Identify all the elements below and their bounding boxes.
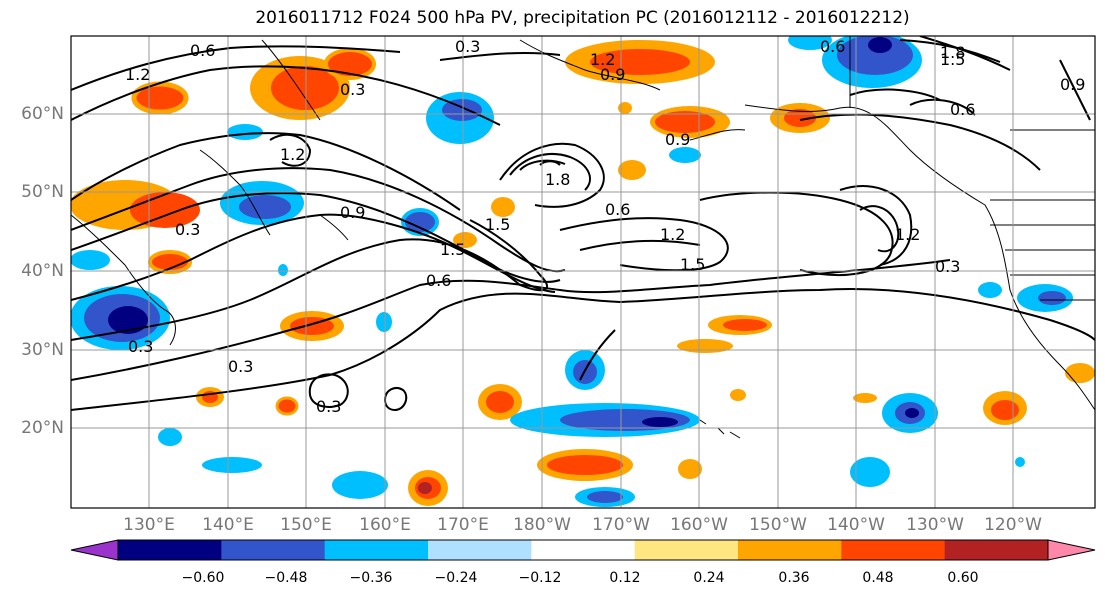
colorbar-tick-label: −0.36 (349, 570, 393, 586)
lon-label: 170°W (592, 515, 650, 535)
contour-label: 0.3 (128, 337, 153, 356)
colorbar-segment (841, 540, 946, 560)
lon-label: 140°W (827, 515, 885, 535)
lon-label: 170°E (437, 515, 489, 535)
lon-label: 130°W (906, 515, 964, 535)
contour-label: 1.2 (895, 225, 920, 244)
contour-label: 0.3 (228, 357, 253, 376)
colorbar-tick-label: −0.24 (434, 570, 478, 586)
colorbar-tick-label: 0.24 (693, 570, 725, 586)
colorbar-tick-label: −0.60 (181, 570, 225, 586)
colorbar-segment (634, 540, 739, 560)
colorbar-tick-label: −0.12 (518, 570, 562, 586)
colorbar-tick-label: 0.12 (609, 570, 641, 586)
contour-label: 1.2 (590, 50, 615, 69)
contour-label: 0.3 (935, 257, 960, 276)
contour-label: 0.9 (600, 65, 625, 84)
lat-label: 60°N (21, 104, 64, 124)
lon-label: 120°W (984, 515, 1042, 535)
contour-label: 0.3 (316, 397, 341, 416)
lat-label: 40°N (21, 261, 64, 281)
lon-label: 140°E (202, 515, 254, 535)
coastlines (71, 36, 1095, 439)
colorbar-tick-label: −0.48 (264, 570, 308, 586)
contour-label: 0.6 (426, 271, 451, 290)
contour-label: 1.8 (545, 170, 570, 189)
contour-label: 0.6 (605, 200, 630, 219)
colorbar-segment (428, 540, 532, 560)
contour-label: 0.9 (1060, 75, 1085, 94)
contour-label: 1.2 (280, 145, 305, 164)
graticule (71, 36, 1095, 508)
map-area: 0.6 0.3 1.2 0.9 1.2 1.8 1.5 0.9 0.6 1.2 … (71, 36, 1095, 508)
contour-label: 0.3 (175, 220, 200, 239)
lon-label: 150°E (280, 515, 332, 535)
pv-contours (71, 36, 1095, 412)
colorbar-tick-label: 0.60 (947, 570, 979, 586)
map-frame (70, 35, 1096, 509)
contour-label: 0.9 (340, 203, 365, 222)
lat-label: 50°N (21, 182, 64, 202)
lon-label: 150°W (749, 515, 807, 535)
lon-label: 160°W (670, 515, 728, 535)
contour-label: 0.6 (190, 41, 215, 60)
lon-label: 180°W (513, 515, 571, 535)
lat-label: 20°N (21, 418, 64, 438)
contour-label: 1.5 (680, 255, 705, 274)
colorbar-segment (118, 540, 222, 560)
colorbar-segment (738, 540, 842, 560)
colorbar-segments (117, 539, 1049, 561)
colorbar-tick-label: 0.48 (862, 570, 894, 586)
contour-label: 0.3 (455, 37, 480, 56)
contour-label: 1.2 (125, 65, 150, 84)
map-title: 2016011712 F024 500 hPa PV, precipitatio… (255, 8, 910, 28)
colorbar-segment (531, 540, 636, 560)
contour-label: 1.5 (440, 240, 465, 259)
colorbar-segment (324, 540, 429, 560)
contour-label: 1.8 (940, 43, 965, 62)
contour-label: 0.3 (340, 80, 365, 99)
contour-label: 0.6 (820, 37, 845, 56)
colorbar-segment (944, 540, 1049, 560)
contour-label: 1.5 (485, 215, 510, 234)
contour-label-group: 0.6 0.3 1.2 0.9 1.2 1.8 1.5 0.9 0.6 1.2 … (125, 37, 1085, 416)
lon-label: 160°E (359, 515, 411, 535)
contour-label: 0.9 (665, 130, 690, 149)
colorbar-high-extend (1047, 539, 1096, 561)
colorbar-low-extend (70, 539, 119, 561)
contour-label: 0.6 (950, 100, 975, 119)
precip-shading (71, 36, 1095, 507)
lon-label: 130°E (123, 515, 175, 535)
colorbar-tick-label: 0.36 (778, 570, 810, 586)
contour-label: 1.5 (940, 50, 965, 69)
colorbar-segment (221, 540, 326, 560)
contour-label: 1.2 (660, 225, 685, 244)
lat-label: 30°N (21, 340, 64, 360)
